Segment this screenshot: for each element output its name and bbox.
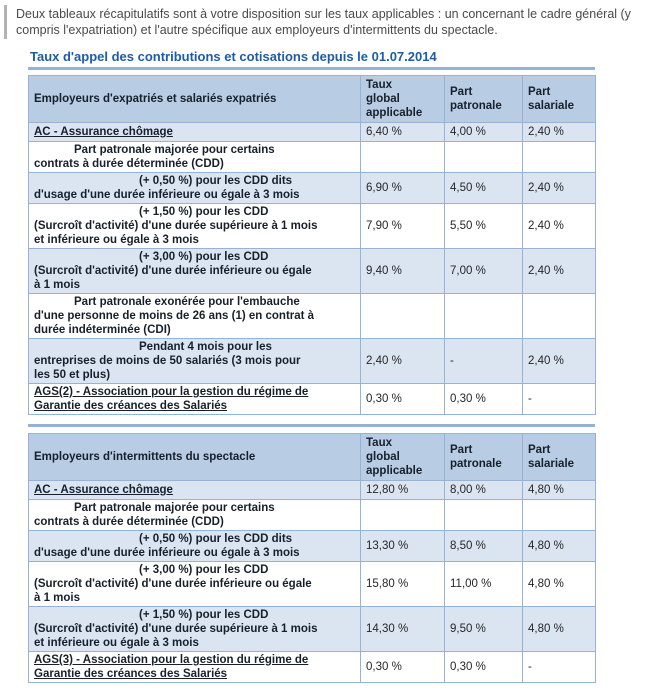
row-label: Part patronale majorée pour certains con… [28,499,361,531]
part-patronale-cell: 0,30 % [444,651,523,683]
part-salariale-cell [522,499,596,531]
taux-global-cell: 14,30 % [360,606,445,652]
row-label: Part patronale majorée pour certains con… [28,141,361,173]
taux-global-cell: 12,80 % [360,480,445,500]
row-label-ac: AC - Assurance chômage [28,480,361,500]
row-label: (+ 3,00 %) pour les CDD (Surcroît d'acti… [28,248,361,294]
part-patronale-cell: 7,00 % [444,248,523,294]
ags-link[interactable]: AGS(3) - Association pour la gestion du … [34,654,309,680]
taux-global-cell [360,141,445,173]
part-patronale-cell: 0,30 % [444,383,523,415]
column-header-part-salariale: Part salariale [522,75,596,123]
table-row: AC - Assurance chômage 6,40 % 4,00 % 2,4… [28,122,596,142]
table-header-row: Employeurs d'expatriés et salariés expat… [28,75,596,123]
part-patronale-cell: 8,00 % [444,480,523,500]
intro-paragraph: Deux tableaux récapitulatifs sont à votr… [4,5,632,39]
part-salariale-cell: - [522,383,596,415]
part-salariale-cell: 4,80 % [522,530,596,562]
table-row: (+ 3,00 %) pour les CDD (Surcroît d'acti… [28,248,596,294]
part-salariale-cell: 2,40 % [522,338,596,384]
ags-link[interactable]: AGS(2) - Association pour la gestion du … [34,386,309,412]
part-patronale-cell: 9,50 % [444,606,523,652]
row-label-ags: AGS(3) - Association pour la gestion du … [28,651,361,683]
part-salariale-cell: 4,80 % [522,561,596,607]
table-header-row: Employeurs d'intermittents du spectacle … [28,433,596,481]
table-row: (+ 1,50 %) pour les CDD (Surcroît d'acti… [28,203,596,249]
column-header-taux-global: Taux global applicable [360,433,445,481]
table-row: Part patronale majorée pour certains con… [28,141,596,173]
table-row: (+ 3,00 %) pour les CDD (Surcroît d'acti… [28,561,596,607]
table-row: AGS(2) - Association pour la gestion du … [28,383,596,415]
taux-global-cell: 2,40 % [360,338,445,384]
table-row: Part patronale majorée pour certains con… [28,499,596,531]
taux-global-cell [360,293,445,339]
part-patronale-cell: - [444,338,523,384]
column-header-taux-global: Taux global applicable [360,75,445,123]
ac-link[interactable]: AC - Assurance chômage [34,126,173,138]
column-header-category: Employeurs d'expatriés et salariés expat… [28,75,361,123]
table-row: Part patronale exonérée pour l'embauche … [28,293,596,339]
part-salariale-cell [522,141,596,173]
part-patronale-cell [444,499,523,531]
part-salariale-cell [522,293,596,339]
part-salariale-cell: 2,40 % [522,122,596,142]
column-header-category: Employeurs d'intermittents du spectacle [28,433,361,481]
ac-link[interactable]: AC - Assurance chômage [34,484,173,496]
part-salariale-cell: - [522,651,596,683]
table-row: AGS(3) - Association pour la gestion du … [28,651,596,683]
part-patronale-cell: 8,50 % [444,530,523,562]
part-patronale-cell: 5,50 % [444,203,523,249]
table-row: (+ 0,50 %) pour les CDD dits d'usage d'u… [28,172,596,204]
taux-global-cell: 0,30 % [360,383,445,415]
part-patronale-cell: 4,50 % [444,172,523,204]
taux-global-cell [360,499,445,531]
table-row: AC - Assurance chômage 12,80 % 8,00 % 4,… [28,480,596,500]
row-label: (+ 1,50 %) pour les CDD (Surcroît d'acti… [28,203,361,249]
row-label-ags: AGS(2) - Association pour la gestion du … [28,383,361,415]
part-patronale-cell: 4,00 % [444,122,523,142]
column-header-part-patronale: Part patronale [444,433,523,481]
row-label: (+ 0,50 %) pour les CDD dits d'usage d'u… [28,530,361,562]
table-intermittents: Employeurs d'intermittents du spectacle … [28,433,596,683]
taux-global-cell: 6,40 % [360,122,445,142]
row-label: (+ 3,00 %) pour les CDD (Surcroît d'acti… [28,561,361,607]
taux-global-cell: 13,30 % [360,530,445,562]
part-patronale-cell [444,141,523,173]
column-header-part-salariale: Part salariale [522,433,596,481]
column-header-part-patronale: Part patronale [444,75,523,123]
taux-global-cell: 15,80 % [360,561,445,607]
taux-global-cell: 7,90 % [360,203,445,249]
part-salariale-cell: 2,40 % [522,172,596,204]
part-salariale-cell: 2,40 % [522,203,596,249]
table-row: (+ 1,50 %) pour les CDD (Surcroît d'acti… [28,606,596,652]
title-rule [28,67,595,70]
part-salariale-cell: 4,80 % [522,480,596,500]
table-row: Pendant 4 mois pour les entreprises de m… [28,338,596,384]
row-label: (+ 1,50 %) pour les CDD (Surcroît d'acti… [28,606,361,652]
table-row: (+ 0,50 %) pour les CDD dits d'usage d'u… [28,530,596,562]
row-label: (+ 0,50 %) pour les CDD dits d'usage d'u… [28,172,361,204]
part-salariale-cell: 2,40 % [522,248,596,294]
taux-global-cell: 6,90 % [360,172,445,204]
row-label-ac: AC - Assurance chômage [28,122,361,142]
taux-global-cell: 0,30 % [360,651,445,683]
part-patronale-cell: 11,00 % [444,561,523,607]
section-title: Taux d'appel des contributions et cotisa… [30,49,437,64]
table-expatries: Employeurs d'expatriés et salariés expat… [28,75,596,415]
part-salariale-cell: 4,80 % [522,606,596,652]
row-label: Part patronale exonérée pour l'embauche … [28,293,361,339]
taux-global-cell: 9,40 % [360,248,445,294]
tables-separator-rule [28,424,595,427]
part-patronale-cell [444,293,523,339]
row-label: Pendant 4 mois pour les entreprises de m… [28,338,361,384]
